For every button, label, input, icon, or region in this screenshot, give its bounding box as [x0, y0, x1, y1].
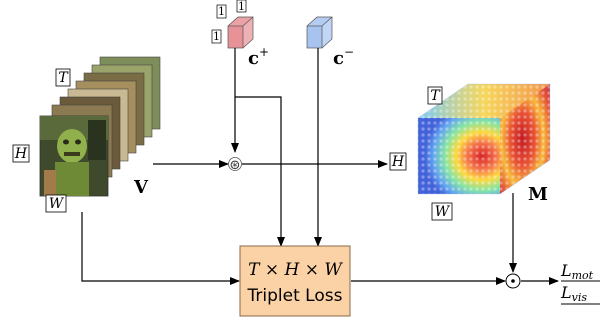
svg-text:W: W: [435, 204, 451, 220]
svg-text:1: 1: [213, 30, 220, 43]
video-dim-w: W: [45, 194, 67, 213]
video-dim-t: T: [55, 68, 71, 87]
triplet-loss-box: T × H × W Triplet Loss: [239, 245, 351, 317]
svg-text:Lvis: Lvis: [560, 283, 587, 304]
negative-condition-symbol: c−: [333, 45, 354, 69]
positive-condition-cube: [227, 16, 254, 49]
svg-text:1: 1: [238, 0, 245, 13]
positive-condition-symbol: c+: [248, 45, 269, 69]
ones-labels: 1 1 1: [211, 0, 247, 44]
conv-operator: ⊛: [228, 157, 242, 173]
svg-text:T: T: [430, 88, 441, 104]
svg-text:Lmot: Lmot: [560, 261, 594, 282]
mask-symbol: M: [528, 184, 548, 205]
arrow-cpos-to-loss: [235, 96, 285, 247]
negative-condition-cube: [306, 16, 333, 49]
output-loss-mot: Lmot: [560, 261, 600, 282]
loss-title: Triplet Loss: [247, 286, 343, 306]
mask-dim-w: W: [431, 202, 453, 221]
video-frames-stack: [39, 56, 161, 197]
video-dim-h: H: [12, 144, 30, 163]
svg-text:T: T: [58, 70, 69, 86]
video-front-frame: [39, 115, 109, 197]
mask-dim-t: T: [427, 86, 443, 105]
svg-text:W: W: [49, 196, 65, 212]
dot-operator: [505, 273, 521, 289]
svg-text:H: H: [14, 146, 28, 162]
svg-text:⊛: ⊛: [230, 158, 241, 173]
svg-text:H: H: [391, 154, 405, 170]
svg-text:1: 1: [218, 5, 225, 18]
video-symbol: V: [133, 177, 149, 198]
output-loss-vis: Lvis: [560, 283, 600, 305]
loss-dims: T × H × W: [248, 260, 343, 280]
mask-dim-h: H: [389, 152, 407, 171]
arrow-video-to-loss: [81, 212, 240, 285]
heatmap-mask-cube: [417, 83, 551, 195]
